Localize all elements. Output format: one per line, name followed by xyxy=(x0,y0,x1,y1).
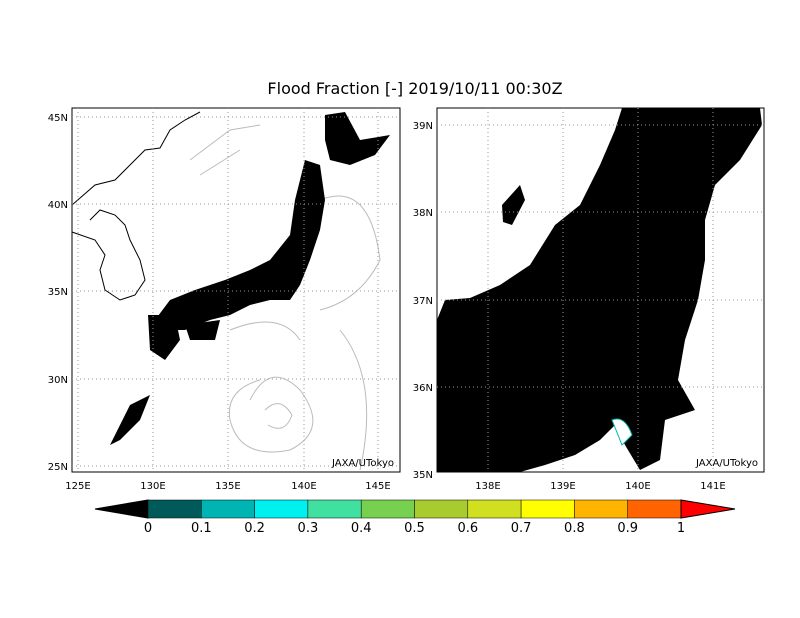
lon-label: 138E xyxy=(475,481,500,492)
lat-label: 38N xyxy=(413,208,433,219)
left-map xyxy=(71,107,401,473)
lon-label: 130E xyxy=(140,481,165,492)
lat-label: 35N xyxy=(413,470,433,481)
lat-label: 35N xyxy=(48,287,68,298)
lat-label: 37N xyxy=(413,296,433,307)
colorbar-segment xyxy=(307,499,362,519)
tokyo-bay xyxy=(611,418,633,446)
lat-label: 45N xyxy=(48,113,68,124)
lon-label: 140E xyxy=(625,481,650,492)
colorbar-segment xyxy=(147,499,202,519)
colorbar-segment xyxy=(467,499,522,519)
continent-coast xyxy=(71,111,201,301)
honshu-land xyxy=(437,108,762,472)
frame xyxy=(71,107,401,473)
colorbar-label: 0.3 xyxy=(298,521,319,536)
lon-label: 125E xyxy=(65,481,90,492)
lon-label: 140E xyxy=(291,481,316,492)
frame xyxy=(436,107,765,473)
credit: JAXA/UTokyo xyxy=(331,458,394,469)
colorbar-label: 0.9 xyxy=(617,521,638,536)
colorbar-label: 0.8 xyxy=(564,521,585,536)
colorbar-segment xyxy=(360,499,415,519)
kyushu-shikoku xyxy=(148,315,220,360)
right-map xyxy=(436,107,765,473)
sado-island xyxy=(502,185,525,225)
lon-label: 141E xyxy=(700,481,725,492)
colorbar-label: 0 xyxy=(144,521,152,536)
colorbar-label: 0.2 xyxy=(244,521,265,536)
colorbar-segment xyxy=(254,499,309,519)
colorbar-under xyxy=(94,499,149,519)
lat-label: 39N xyxy=(413,121,433,132)
title: Flood Fraction [-] 2019/10/11 00:30Z xyxy=(267,79,562,98)
hokkaido xyxy=(325,112,390,165)
colorbar-segment xyxy=(627,499,682,519)
colorbar-segment xyxy=(520,499,575,519)
colorbar-label: 0.1 xyxy=(191,521,212,536)
colorbar-segment xyxy=(414,499,469,519)
colorbar-label: 0.7 xyxy=(511,521,532,536)
lon-label: 145E xyxy=(365,481,390,492)
colorbar-over xyxy=(680,499,736,519)
colorbar-label: 0.6 xyxy=(457,521,478,536)
lat-label: 40N xyxy=(48,200,68,211)
credit: JAXA/UTokyo xyxy=(695,458,758,469)
lat-label: 30N xyxy=(48,375,68,386)
colorbar-label: 0.5 xyxy=(404,521,425,536)
lon-label: 139E xyxy=(550,481,575,492)
colorbar-segment xyxy=(574,499,628,519)
lon-label: 135E xyxy=(215,481,240,492)
honshu xyxy=(155,160,325,330)
islands xyxy=(110,395,150,445)
lat-label: 36N xyxy=(413,383,433,394)
colorbar-segment xyxy=(201,499,255,519)
colorbar-label: 0.4 xyxy=(351,521,372,536)
typhoon-contours xyxy=(189,124,381,471)
colorbar-label: 1 xyxy=(677,521,685,536)
lat-label: 25N xyxy=(48,462,68,473)
